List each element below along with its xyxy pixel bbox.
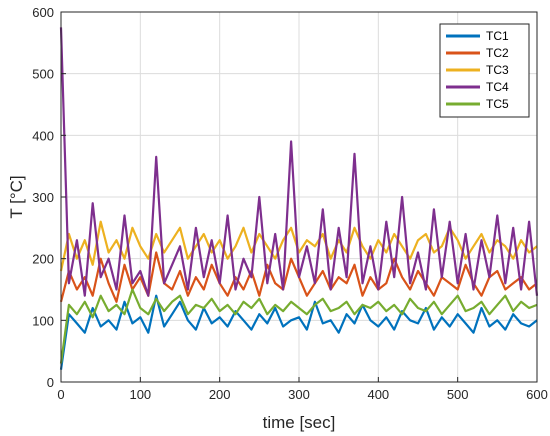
x-tick-label: 200 (209, 387, 231, 402)
y-tick-label: 200 (32, 252, 54, 267)
legend-label-tc2: TC2 (486, 46, 509, 60)
series-lines (59, 27, 539, 370)
legend-label-tc1: TC1 (486, 29, 509, 43)
series-line-tc3 (59, 220, 538, 272)
legend: TC1 TC2 TC3 TC4 TC5 (439, 23, 530, 118)
x-axis-label: time [sec] (263, 413, 336, 432)
series-line-tc1 (59, 294, 538, 370)
y-tick-label: 600 (32, 5, 54, 20)
y-tick-label: 300 (32, 190, 54, 205)
x-tick-label: 100 (129, 387, 151, 402)
x-tick-label: 500 (447, 387, 469, 402)
legend-label-tc4: TC4 (486, 80, 509, 94)
x-tick-label: 400 (367, 387, 389, 402)
y-tick-label: 500 (32, 67, 54, 82)
x-tick-label: 0 (57, 387, 64, 402)
y-tick-label: 400 (32, 128, 54, 143)
y-tick-label: 0 (47, 375, 54, 390)
series-line-tc5 (59, 288, 538, 364)
y-axis-label: T [°C] (7, 175, 26, 218)
legend-label-tc5: TC5 (486, 97, 509, 111)
legend-label-tc3: TC3 (486, 63, 509, 77)
x-tick-label: 300 (288, 387, 310, 402)
series-line-tc4 (59, 27, 539, 297)
tick-labels: 0 100 200 300 400 500 600 0 100 200 300 400 500 600 (32, 5, 548, 402)
x-tick-label: 600 (526, 387, 548, 402)
y-tick-label: 100 (32, 313, 54, 328)
